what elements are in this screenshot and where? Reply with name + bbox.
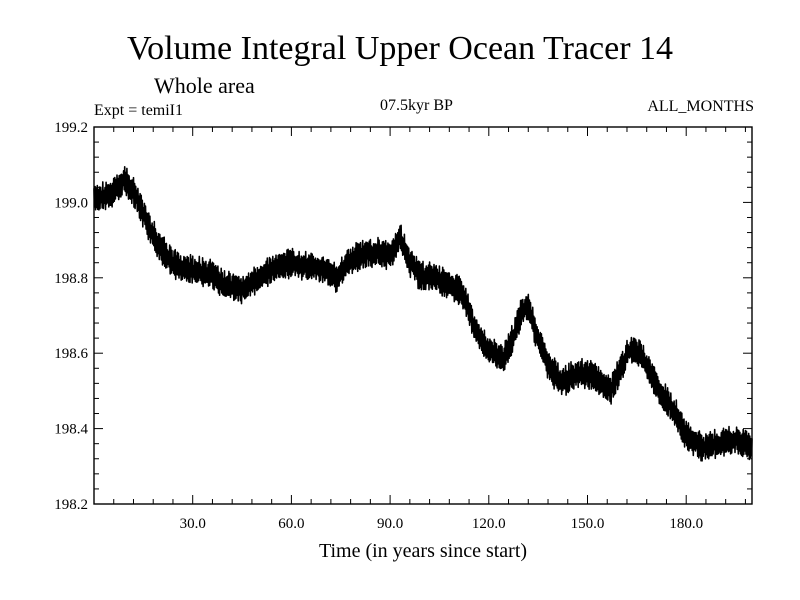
x-tick-label: 30.0	[180, 516, 206, 532]
period-label: 07.5kyr BP	[380, 97, 453, 114]
x-axis-title: Time (in years since start)	[319, 540, 527, 562]
x-tick-label: 150.0	[571, 516, 605, 532]
plot-frame	[93, 126, 753, 505]
y-tick-label: 198.6	[54, 346, 88, 362]
x-tick-label: 180.0	[669, 516, 703, 532]
chart-title: Volume Integral Upper Ocean Tracer 14	[126, 30, 674, 67]
tick-layer: 30.0 60.0 90.0 120.0 150.0 180.0 198.2 198.4 198…	[54, 120, 752, 532]
y-tick-label: 199.2	[54, 120, 88, 136]
y-tick-label: 198.2	[54, 497, 88, 513]
experiment-label: Expt = temiI1	[94, 102, 184, 119]
months-label: ALL_MONTHS	[647, 98, 754, 115]
x-tick-label: 120.0	[472, 516, 506, 532]
data-series-line	[93, 166, 753, 462]
x-tick-label: 60.0	[278, 516, 304, 532]
y-tick-label: 198.8	[54, 271, 88, 287]
series-layer	[93, 166, 753, 462]
chart-subtitle: Whole area	[154, 73, 255, 98]
x-tick-label: 90.0	[377, 516, 403, 532]
y-tick-label: 199.0	[54, 195, 88, 211]
y-tick-label: 198.4	[54, 422, 88, 438]
